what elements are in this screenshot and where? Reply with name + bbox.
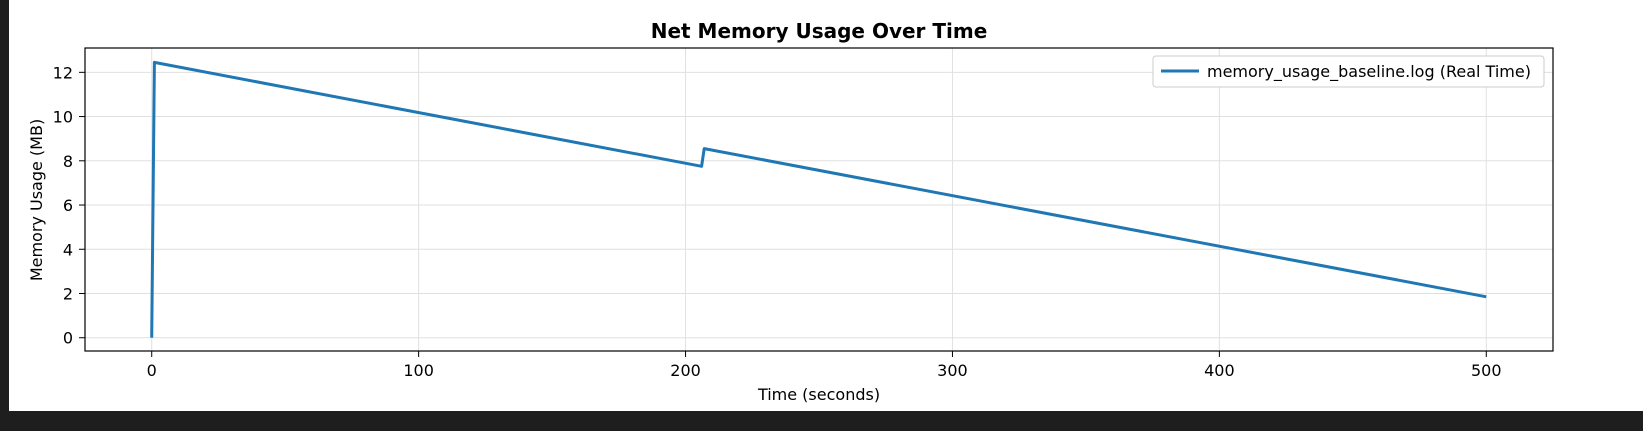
y-axis-ticks: 0 2 4 6 8 10 12: [53, 63, 85, 348]
x-tick-label: 300: [937, 361, 968, 380]
y-tick-label: 10: [53, 108, 73, 127]
x-tick-label: 400: [1204, 361, 1235, 380]
x-axis-ticks: 0 100 200 300 400 500: [147, 351, 1502, 380]
grid-lines: [85, 48, 1553, 351]
legend: memory_usage_baseline.log (Real Time): [1152, 55, 1545, 88]
y-tick-label: 4: [63, 240, 73, 259]
y-tick-label: 0: [63, 329, 73, 348]
plot-frame: [84, 47, 1554, 352]
x-tick-label: 200: [670, 361, 701, 380]
y-tick-label: 6: [63, 196, 73, 215]
y-axis-label: Memory Usage (MB): [27, 119, 46, 281]
chart-title: Net Memory Usage Over Time: [651, 19, 988, 43]
series-line-0: [150, 60, 1487, 338]
line-chart: Net Memory Usage Over Time 0 100 200 300 400…: [27, 19, 1554, 404]
axes: [84, 47, 1554, 352]
series-layer: [150, 60, 1487, 338]
x-tick-label: 0: [147, 361, 157, 380]
x-tick-label: 100: [403, 361, 434, 380]
chart-canvas: Net Memory Usage Over Time 0 100 200 300 400…: [9, 0, 1643, 431]
legend-label: memory_usage_baseline.log (Real Time): [1207, 62, 1531, 82]
y-tick-label: 2: [63, 284, 73, 303]
x-axis-label: Time (seconds): [757, 385, 880, 404]
legend-box: [1152, 55, 1545, 88]
window-bottom-edge: [0, 411, 1643, 431]
y-tick-label: 8: [63, 152, 73, 171]
y-tick-label: 12: [53, 63, 73, 82]
x-tick-label: 500: [1471, 361, 1502, 380]
